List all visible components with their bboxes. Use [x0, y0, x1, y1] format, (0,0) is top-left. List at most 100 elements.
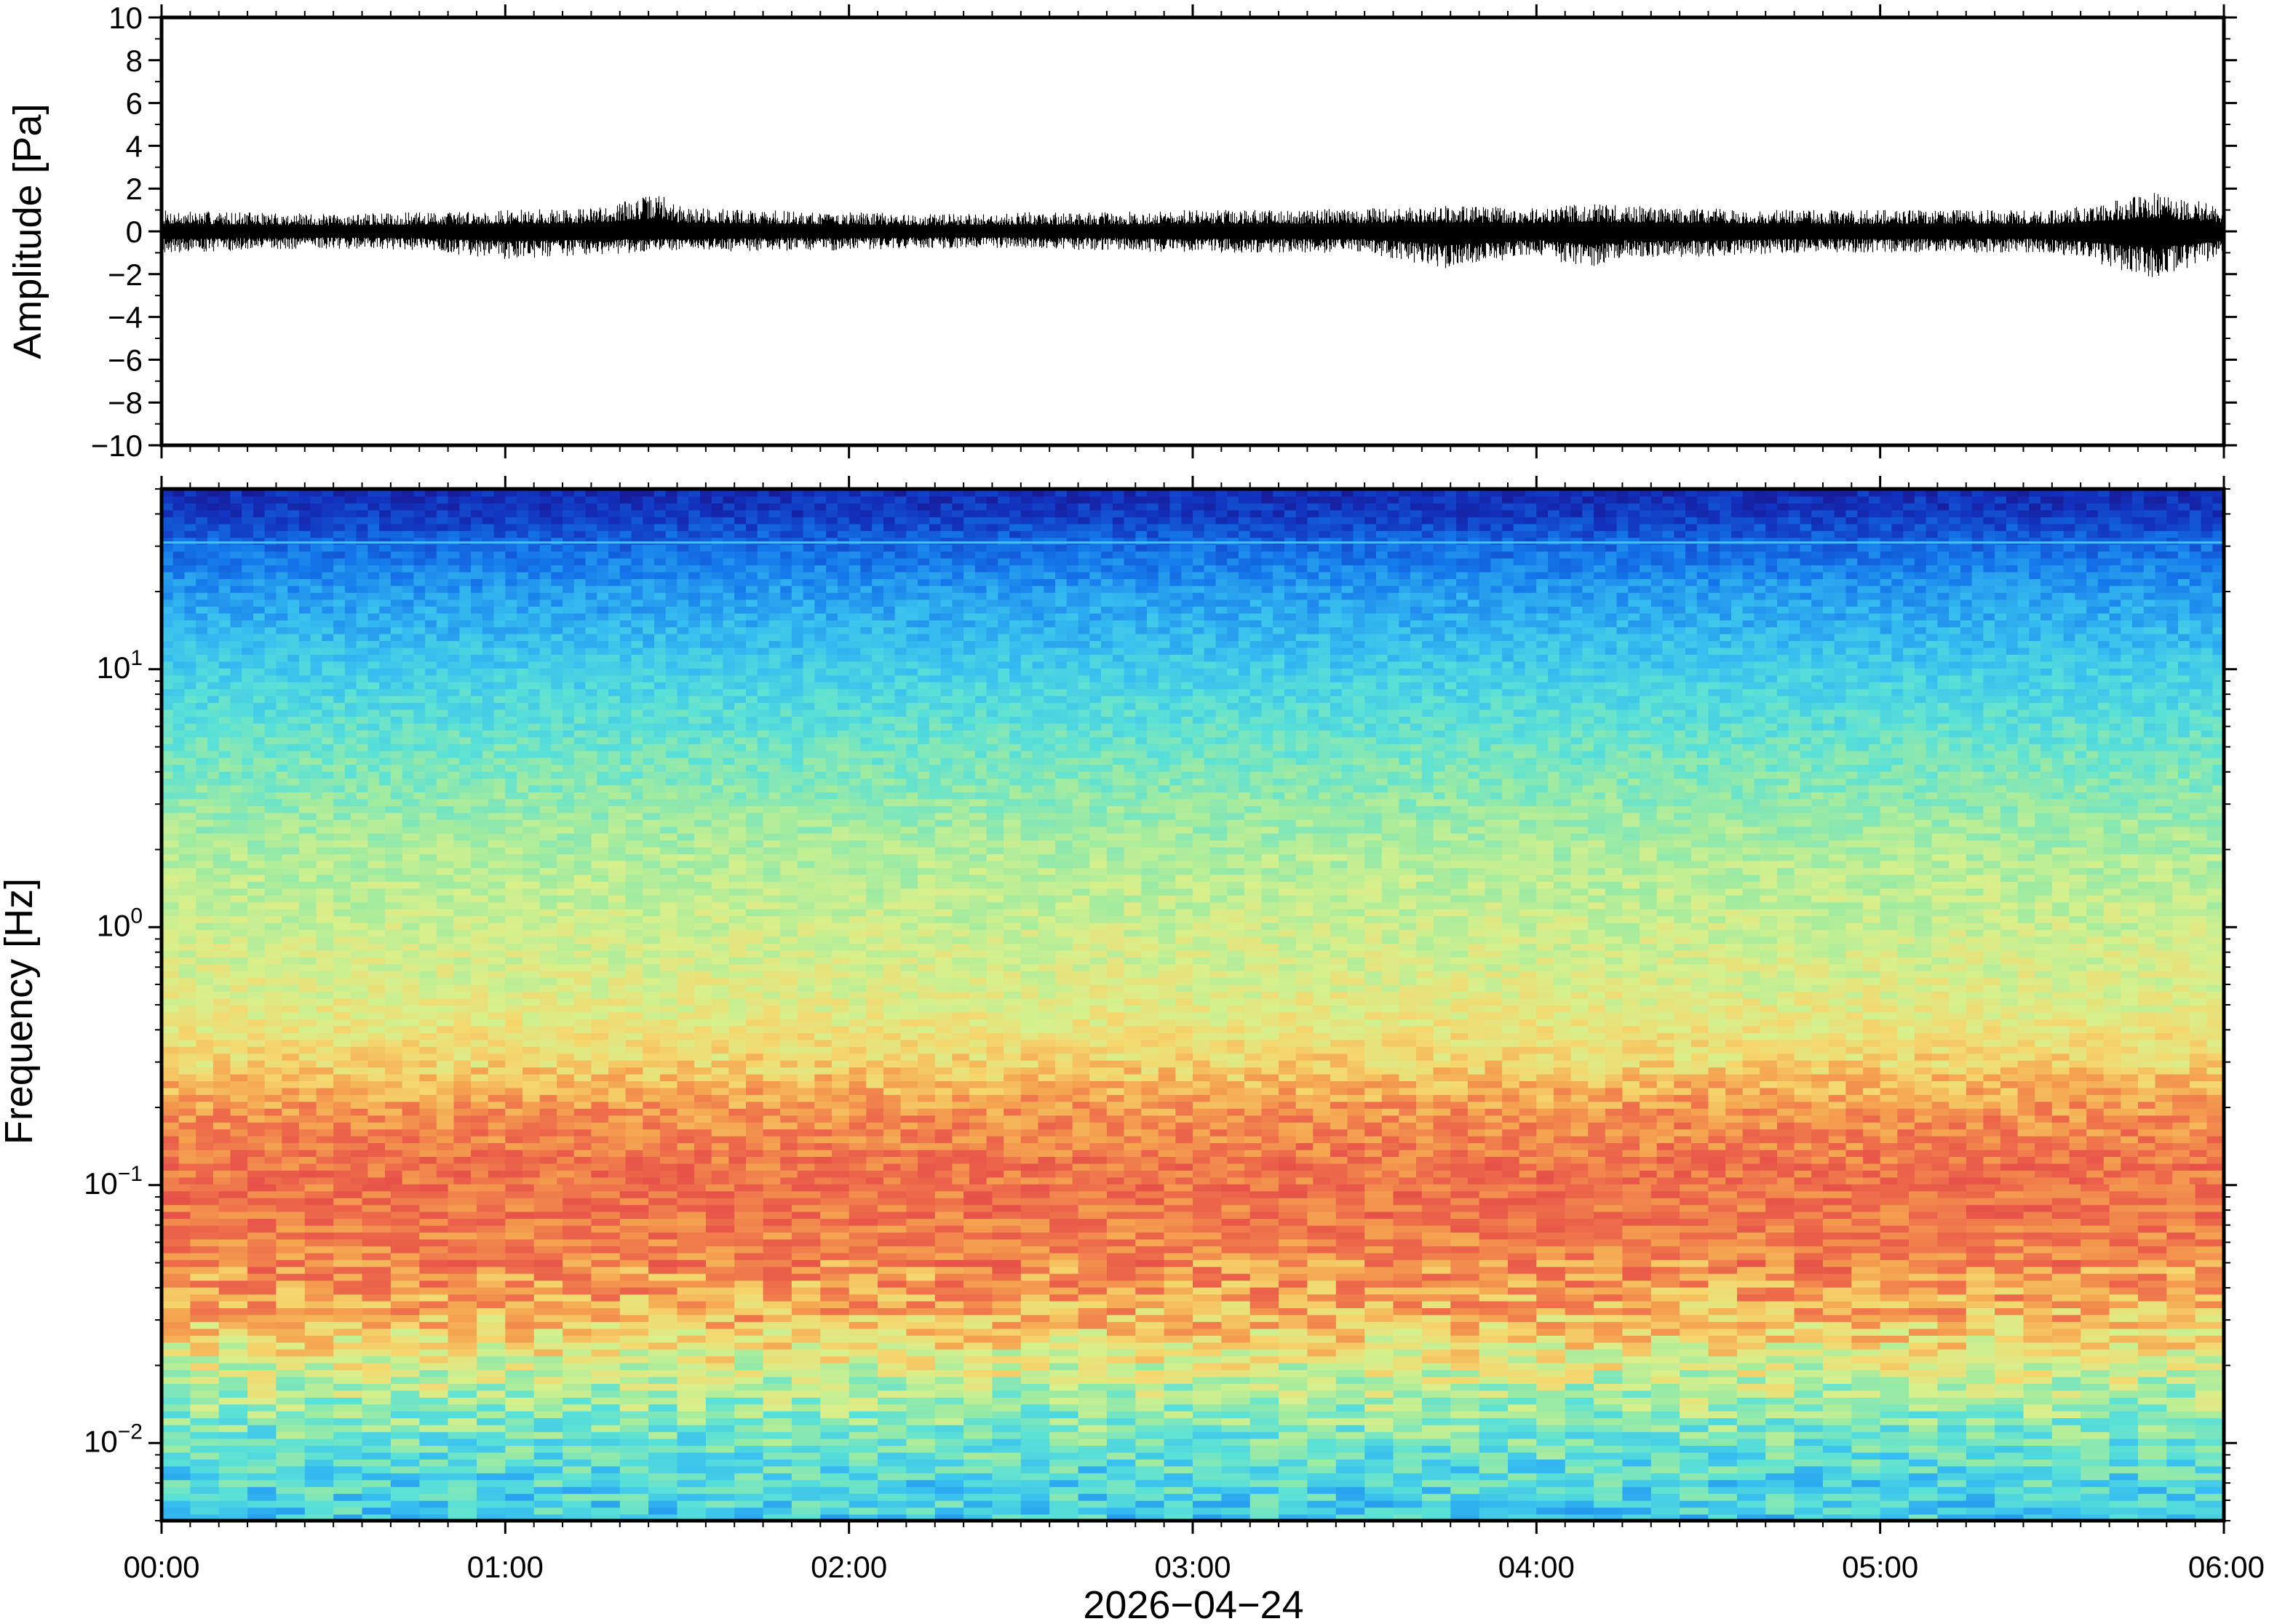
spectrogram-cell	[1765, 1259, 1795, 1267]
spectrogram-cell	[2081, 1266, 2110, 1274]
spectrogram-cell	[247, 1135, 266, 1144]
spectrogram-cell	[1072, 1115, 1091, 1123]
spectrogram-cell	[797, 1135, 816, 1144]
spectrogram-cell	[533, 1225, 564, 1233]
spectrogram-cell	[1421, 1266, 1452, 1274]
spectrogram-cell	[419, 1404, 449, 1412]
spectrogram-cell	[190, 1376, 220, 1384]
spectrogram-cell	[1937, 1458, 1967, 1467]
spectrogram-cell	[196, 1107, 214, 1116]
spectrogram-cell	[2103, 1115, 2122, 1123]
spectrogram-cell	[878, 1183, 907, 1192]
spectrogram-cell	[1020, 1259, 1051, 1267]
spectrogram-cell	[333, 1190, 363, 1198]
spectrogram-cell	[1851, 1445, 1881, 1453]
spectrogram-cell	[1966, 1362, 1996, 1371]
spectrogram-cell	[1209, 1135, 1228, 1144]
spectrogram-cell	[362, 1266, 392, 1274]
spectrogram-cell	[1650, 1190, 1681, 1198]
spectrogram-cell	[1650, 1232, 1681, 1240]
spectrogram-cell	[2109, 1452, 2139, 1460]
spectrogram-cell	[573, 1149, 592, 1157]
spectrogram-cell	[1479, 1342, 1509, 1350]
spectrogram-cell	[1880, 1232, 1910, 1240]
spectrogram-cell	[1966, 1238, 1996, 1246]
spectrogram-cell	[791, 1493, 822, 1501]
spectrogram-cell	[2137, 1321, 2168, 1329]
spectrogram-cell	[190, 1286, 220, 1295]
spectrogram-cell	[276, 1342, 306, 1350]
spectrogram-cell	[797, 1163, 816, 1171]
spectrogram-cell	[1937, 1486, 1967, 1494]
spectrogram-cell	[1421, 1238, 1452, 1246]
spectrogram-cell	[734, 1314, 764, 1322]
spectrogram-cell	[648, 1334, 678, 1343]
spectrogram-cell	[282, 1156, 300, 1164]
spectrogram-cell	[1020, 1225, 1051, 1233]
spectrogram-cell	[1909, 1417, 1939, 1425]
spectrogram-cell	[276, 1507, 306, 1515]
spectrogram-cell	[276, 1218, 306, 1226]
spectrogram-cell	[963, 1183, 993, 1192]
spectrogram-cell	[1794, 1410, 1824, 1419]
spectrogram-cell	[619, 1266, 650, 1274]
spectrogram-cell	[763, 1135, 782, 1144]
spectrogram-cell	[1553, 1129, 1572, 1137]
spectrogram-cell	[1049, 1225, 1079, 1233]
spectrogram-cell	[1966, 1218, 1996, 1226]
spectrogram-cell	[849, 1238, 879, 1246]
spectrogram-cell	[1421, 1280, 1452, 1288]
spectrogram-cell	[619, 1197, 650, 1206]
spectrogram-cell	[705, 1245, 736, 1254]
spectrogram-cell	[333, 1424, 363, 1433]
spectrogram-cell	[1055, 1135, 1073, 1144]
spectrogram-cell	[608, 1115, 627, 1123]
spectrogram-cell	[2137, 1294, 2168, 1302]
spectrogram-cell	[1072, 1169, 1091, 1178]
spectrogram-cell	[2166, 1472, 2196, 1481]
spectrogram-cell	[934, 1396, 965, 1405]
spectrogram-cell	[780, 1107, 798, 1116]
spectrogram-cell	[1565, 1197, 1595, 1206]
spectrogram-cell	[1880, 1129, 1899, 1137]
spectrogram-cell	[1479, 1452, 1509, 1460]
spectrogram-cell	[1393, 1252, 1423, 1260]
spectrogram-cell	[648, 1190, 678, 1198]
spectrogram-cell	[969, 1163, 988, 1171]
spectrogram-cell	[563, 1410, 592, 1419]
spectrogram-cell	[591, 1424, 621, 1433]
spectrogram-cell	[1479, 1424, 1509, 1433]
spectrogram-cell	[362, 1232, 392, 1240]
spectrogram-cell	[677, 1218, 707, 1226]
spectrogram-cell	[1106, 1156, 1125, 1164]
spectrogram-cell	[477, 1452, 506, 1460]
spectrogram-cell	[1650, 1356, 1681, 1364]
spectrogram-cell	[2023, 1390, 2053, 1398]
spectrogram-cell	[1622, 1500, 1652, 1508]
spectrogram-cell	[1450, 1218, 1480, 1226]
spectrogram-cell	[992, 1362, 1022, 1371]
spectrogram-cell	[1004, 1135, 1022, 1144]
spectrogram-cell	[878, 1204, 907, 1212]
spectrogram-cell	[1072, 1107, 1091, 1116]
spectrogram-cell	[1279, 1252, 1308, 1260]
spectrogram-cell	[1479, 1417, 1509, 1425]
spectrogram-cell	[1049, 1190, 1079, 1198]
spectrogram-cell	[1736, 1280, 1767, 1288]
spectrogram-cell	[878, 1314, 907, 1322]
spectrogram-cell	[1966, 1431, 1996, 1439]
spectrogram-cell	[1193, 1280, 1223, 1288]
spectrogram-cell	[276, 1500, 306, 1508]
spectrogram-cell	[1594, 1362, 1624, 1371]
spectrogram-cell	[883, 1156, 902, 1164]
spectrogram-cell	[1765, 1369, 1795, 1377]
spectrogram-cell	[1794, 1142, 1813, 1150]
spectrogram-cell	[1193, 1472, 1223, 1481]
spectrogram-cell	[648, 1280, 678, 1288]
spectrogram-cell	[711, 1177, 730, 1185]
spectrogram-cell	[1880, 1177, 1899, 1185]
spectrogram-cell	[2051, 1238, 2082, 1246]
spectrogram-cell	[419, 1493, 449, 1501]
spectrogram-cell	[1020, 1232, 1051, 1240]
spectrogram-cell	[505, 1465, 535, 1473]
